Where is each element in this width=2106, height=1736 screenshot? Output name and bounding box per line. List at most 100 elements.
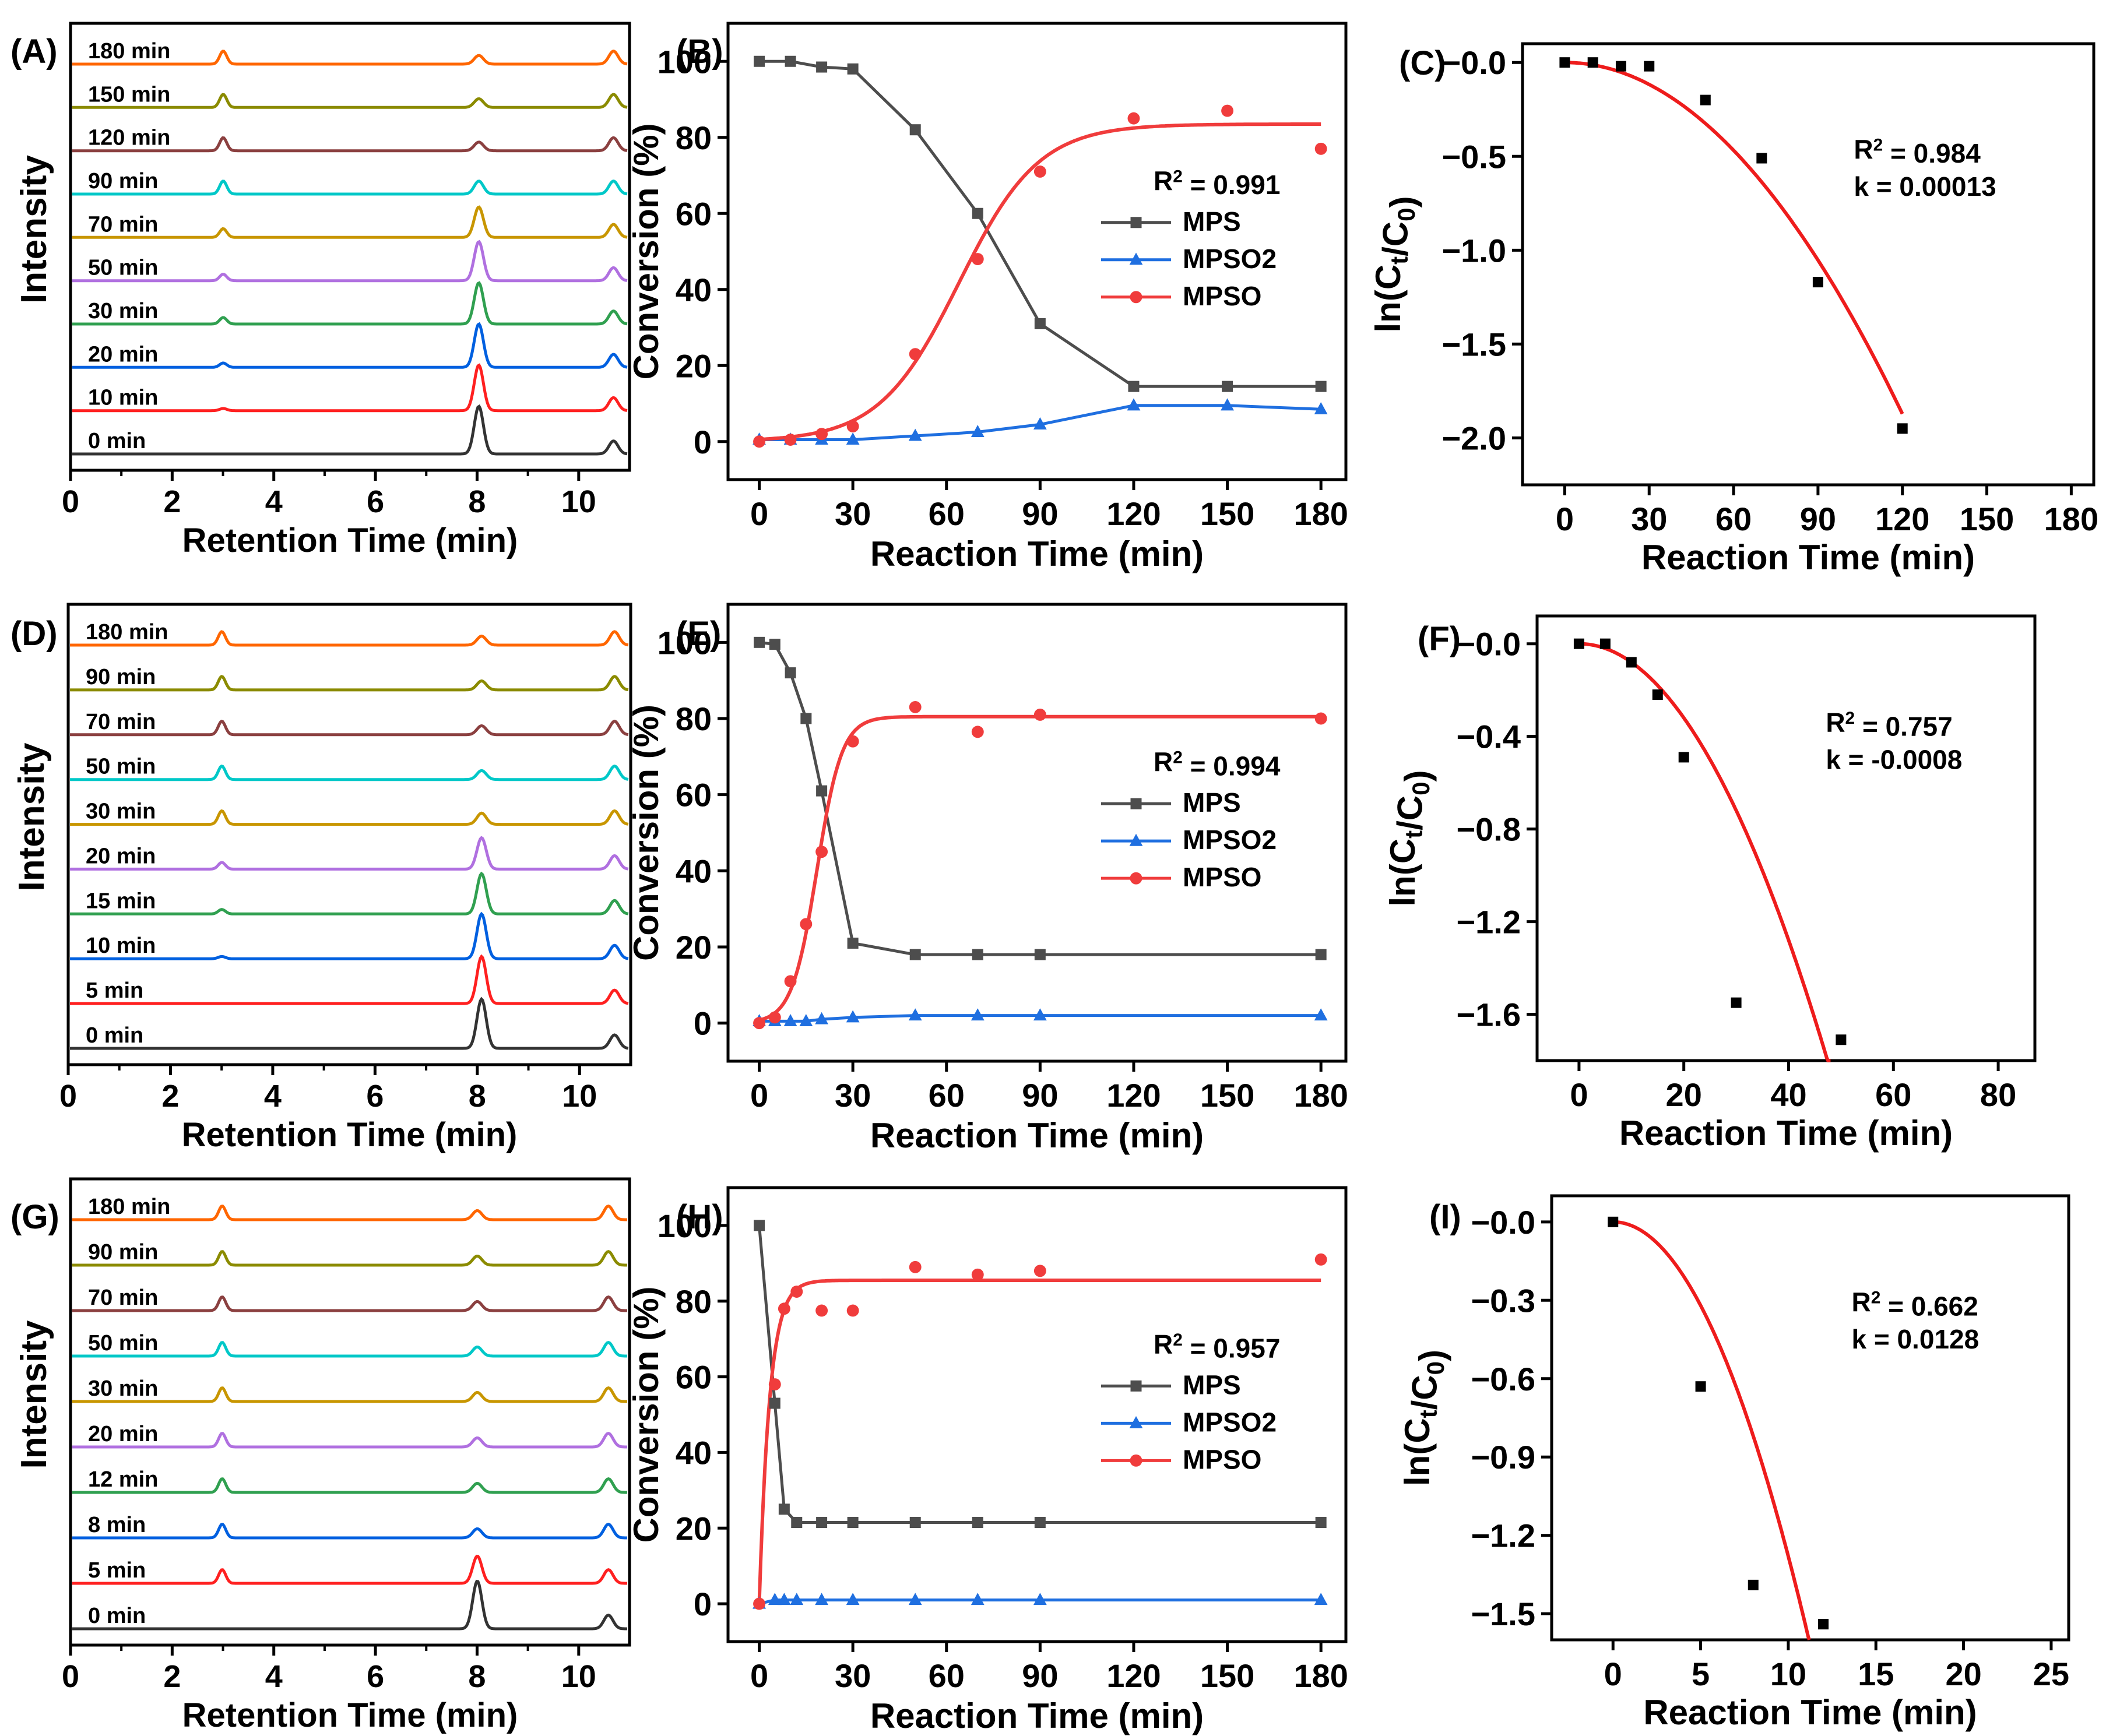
panel-label: (H) <box>676 1198 723 1236</box>
x-tick-label: 120 <box>1106 495 1161 532</box>
fit-annotation-part: = 0.662 <box>1880 1291 1978 1321</box>
data-point-square <box>754 1220 765 1231</box>
x-tick-label: 60 <box>1715 501 1752 537</box>
data-point-triangle <box>1129 833 1143 846</box>
data-point-square <box>847 1517 859 1529</box>
panel-label: (I) <box>1429 1198 1461 1236</box>
y-tick-label: 20 <box>676 929 712 966</box>
data-point-circle <box>1221 104 1234 117</box>
fit-annotation-part: = 0.984 <box>1883 138 1981 168</box>
x-tick-label: 10 <box>562 1079 597 1114</box>
data-point-triangle <box>1314 402 1328 414</box>
fit-annotation: k = -0.0008 <box>1826 744 1962 774</box>
y-tick-label: −0.3 <box>1471 1282 1535 1319</box>
trace-label: 10 min <box>86 934 156 958</box>
x-tick-label: 0 <box>750 495 768 532</box>
y-axis-title: Conversion (%) <box>627 705 666 961</box>
chromatogram-trace <box>72 136 628 153</box>
chromatogram-trace <box>70 764 629 781</box>
data-point-square <box>972 1517 983 1529</box>
data-point-circle <box>784 975 797 988</box>
data-point-square <box>1130 1380 1142 1392</box>
data-point <box>1818 1619 1829 1630</box>
data-point-square <box>754 636 765 648</box>
trace-label: 20 min <box>88 342 158 367</box>
data-point-circle <box>1130 291 1142 304</box>
panel-G: 0 2 4 6 8 10 Retention Time (min) Intensity 180 … <box>14 1177 631 1734</box>
data-point-circle <box>971 253 984 265</box>
data-point <box>1626 657 1637 668</box>
x-tick-label: 15 <box>1858 1656 1894 1692</box>
y-tick-label: 60 <box>676 1359 712 1396</box>
data-point-triangle <box>815 1593 829 1605</box>
data-point-triangle <box>908 1593 922 1605</box>
x-axis-title: Reaction Time (min) <box>870 1116 1204 1155</box>
data-point-square <box>778 1503 790 1515</box>
y-axis-title-part: ln(C <box>1383 839 1422 907</box>
chromatogram-trace <box>70 911 629 960</box>
series-line-mpso2 <box>758 1598 1321 1605</box>
y-tick-label: 60 <box>676 195 712 232</box>
chromatogram-trace <box>72 322 628 369</box>
x-tick-label: 0 <box>59 1079 77 1114</box>
y-axis-title: Intensity <box>14 1320 54 1469</box>
legend-label: MPSO2 <box>1183 825 1277 855</box>
x-tick-label: 30 <box>835 1657 871 1694</box>
x-axis-title: Reaction Time (min) <box>1643 1693 1977 1732</box>
chromatogram-trace <box>70 809 629 826</box>
data-point-square <box>1222 381 1233 392</box>
data-point-triangle <box>1033 1593 1047 1605</box>
y-axis-title-part: t <box>1386 256 1413 265</box>
data-point-square <box>816 61 828 73</box>
data-point <box>1756 153 1767 164</box>
x-tick-label: 6 <box>366 1079 384 1114</box>
chromatogram-trace <box>72 93 628 109</box>
data-point-square <box>785 667 796 679</box>
y-axis-title-part: ) <box>1398 770 1437 782</box>
fit-annotation-sup: 2 <box>1845 709 1855 728</box>
panel-D: 0 2 4 6 8 10 Retention Time (min) Intensity 180 … <box>12 603 632 1154</box>
data-point <box>1644 61 1655 72</box>
chromatogram-trace <box>72 1204 627 1221</box>
trace-label: 10 min <box>88 386 158 410</box>
x-axis-title: Reaction Time (min) <box>870 1696 1204 1735</box>
data-point <box>1652 689 1663 700</box>
x-tick-label: 0 <box>62 484 79 519</box>
fit-curve <box>1564 61 1904 415</box>
r2-annotation-part: R <box>1154 1329 1173 1359</box>
chromatogram-trace <box>72 1295 627 1312</box>
chromatogram-trace <box>70 996 629 1050</box>
x-tick-label: 150 <box>1200 1657 1254 1694</box>
y-axis-title: Intensity <box>14 155 54 304</box>
y-axis-title: Conversion (%) <box>627 1286 666 1543</box>
panel-C: 0 30 60 90 120 150 180 −0.0 −0.5 −1.0 −1.5 −2.0 Reac… <box>1369 42 2098 577</box>
data-point <box>1678 752 1689 763</box>
x-axis-title: Retention Time (min) <box>182 1116 518 1154</box>
chromatogram-trace <box>72 50 628 66</box>
x-tick-label: 150 <box>1200 1077 1254 1114</box>
x-tick-label: 10 <box>561 1659 596 1694</box>
chromatogram-trace <box>72 281 628 326</box>
series-line-mps <box>759 640 1321 956</box>
x-tick-label: 90 <box>1800 501 1836 537</box>
x-tick-label: 150 <box>1960 501 2014 537</box>
data-point-square <box>1034 949 1046 960</box>
y-tick-label: −1.5 <box>1471 1596 1535 1632</box>
panel-label: (B) <box>676 33 723 71</box>
y-axis-title-part: t <box>1415 1410 1442 1418</box>
y-tick-label: 0 <box>694 1005 712 1042</box>
y-axis-title: ln(Ct/C0) <box>1398 1350 1451 1486</box>
data-point-circle <box>846 1304 859 1317</box>
plot-frame <box>1535 614 2037 1062</box>
data-point-circle <box>784 434 797 446</box>
y-tick-label: −1.2 <box>1456 904 1521 941</box>
trace-label: 30 min <box>88 1376 158 1401</box>
x-tick-label: 30 <box>835 1077 871 1114</box>
data-point-square <box>1034 1517 1046 1529</box>
data-point-square <box>847 63 859 75</box>
data-point-circle <box>1314 142 1327 155</box>
y-tick-label: −1.5 <box>1441 326 1506 362</box>
data-point-circle <box>768 1378 781 1391</box>
x-tick-label: 180 <box>1293 1077 1348 1114</box>
plot-frame <box>726 22 1348 481</box>
